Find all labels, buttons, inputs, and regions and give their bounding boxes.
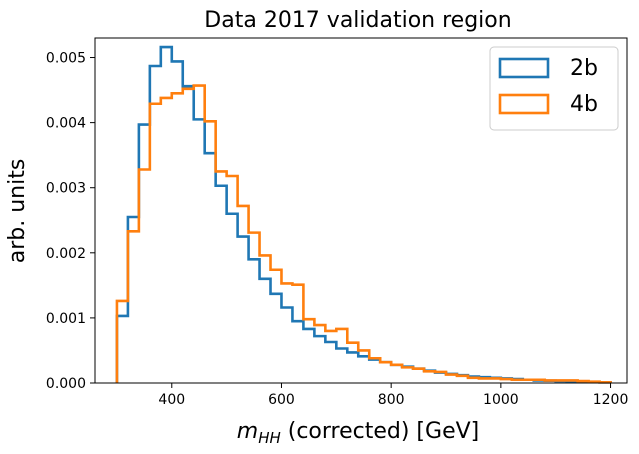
legend-swatch-2b bbox=[498, 57, 550, 79]
plot-area: 400 600 800 1000 1200 0.000 0.001 0.002 0.003 0.0… bbox=[46, 37, 629, 408]
x-axis-label-subscript: HH bbox=[258, 429, 281, 447]
legend-box bbox=[489, 46, 619, 131]
legend-label-2b: 2b bbox=[570, 56, 598, 81]
y-tick-label-5: 0.005 bbox=[46, 51, 86, 67]
x-tick-label-1000: 1000 bbox=[483, 392, 519, 408]
y-tick-label-4: 0.004 bbox=[46, 116, 86, 132]
x-tick-label-600: 600 bbox=[268, 392, 295, 408]
y-axis-label: arb. units bbox=[5, 159, 30, 264]
x-axis-label: mHH (corrected) [GeV] bbox=[237, 419, 479, 447]
chart-title: Data 2017 validation region bbox=[204, 8, 511, 33]
y-tick-label-3: 0.003 bbox=[46, 181, 86, 197]
x-axis-label-var: m bbox=[237, 419, 258, 444]
x-tick-label-800: 800 bbox=[378, 392, 405, 408]
x-tick-label-1200: 1200 bbox=[593, 392, 629, 408]
legend-swatch-4b bbox=[498, 93, 550, 115]
x-axis-label-rest: (corrected) [GeV] bbox=[281, 419, 479, 444]
series-4b-outline bbox=[115, 84, 612, 384]
y-tick-label-1: 0.001 bbox=[46, 311, 86, 327]
y-tick-label-0: 0.000 bbox=[46, 376, 86, 392]
legend-label-4b: 4b bbox=[570, 92, 598, 117]
y-tick-label-2: 0.002 bbox=[46, 246, 86, 262]
x-tick-label-400: 400 bbox=[158, 392, 185, 408]
axes-frame bbox=[94, 37, 628, 384]
